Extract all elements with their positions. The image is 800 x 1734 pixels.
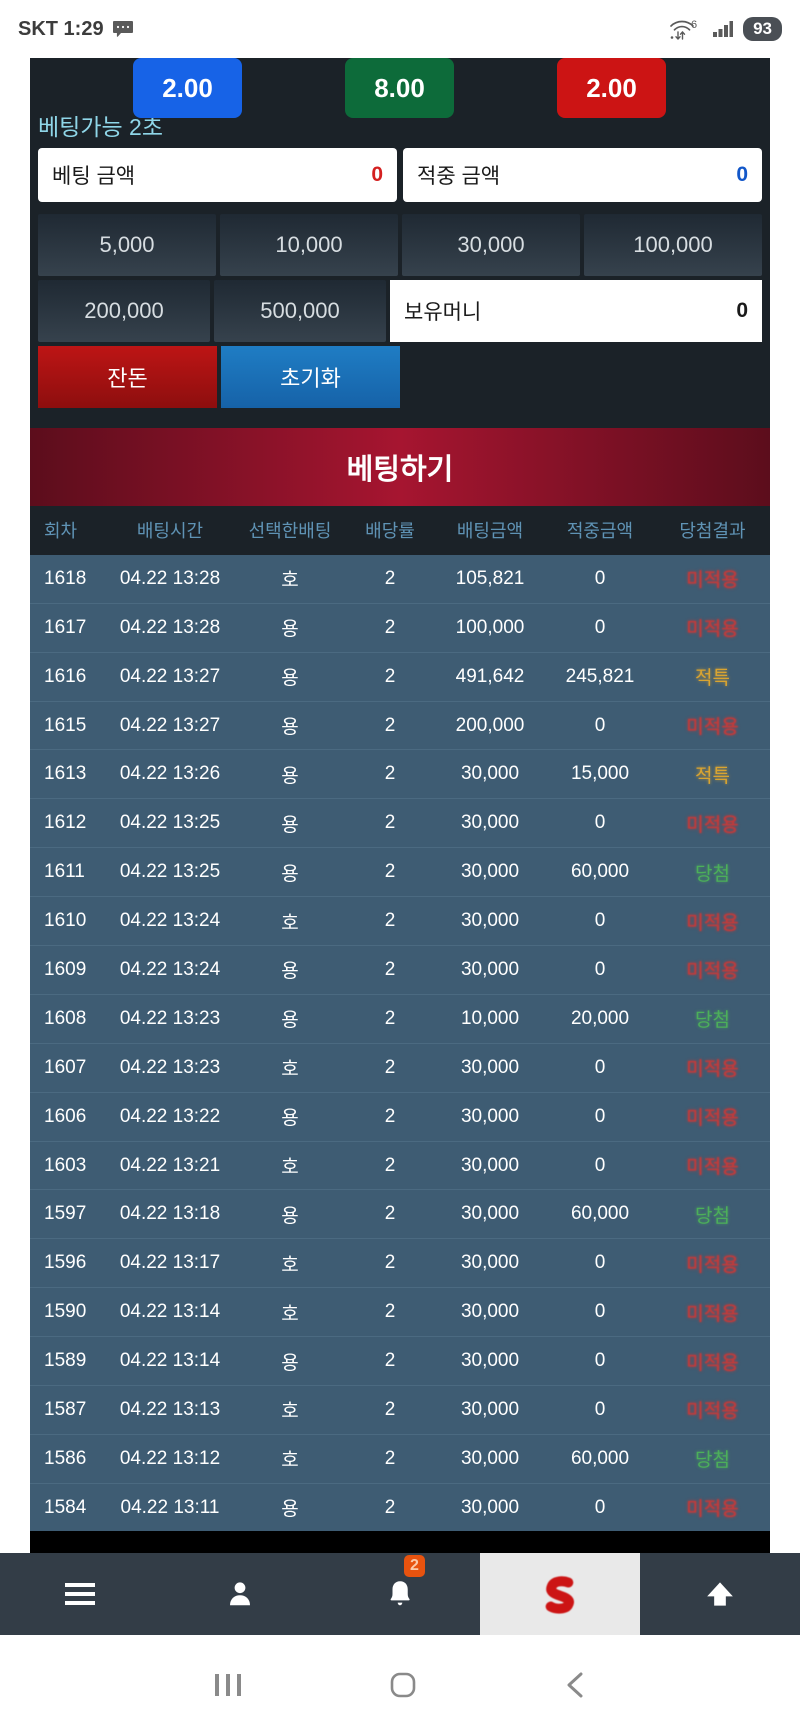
svg-text:6: 6 — [691, 19, 697, 31]
